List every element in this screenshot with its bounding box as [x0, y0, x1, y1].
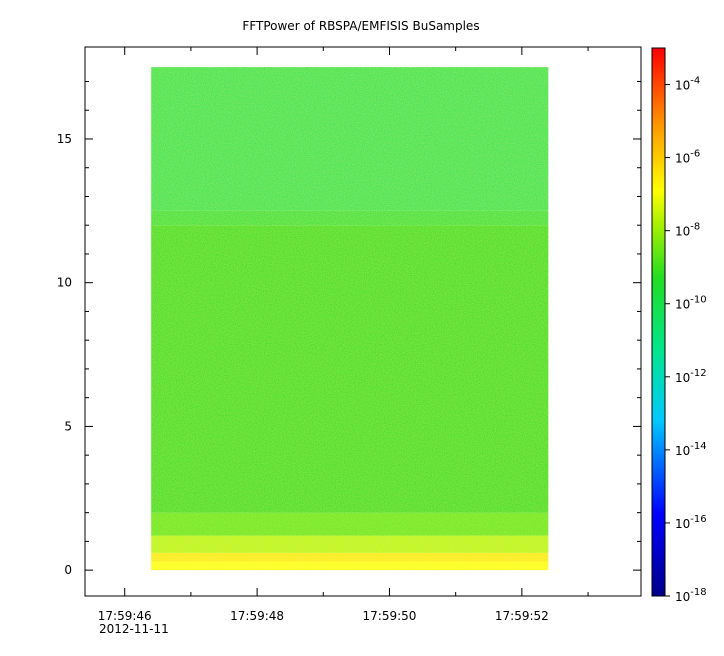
y-tick-label: 0: [64, 563, 72, 577]
spectrogram-bands: [151, 67, 549, 571]
spectrogram-band: [151, 561, 549, 571]
y-axis: 0 5 10 15: [57, 80, 641, 577]
spectrogram-band: [151, 67, 549, 211]
spectrogram-band: [151, 512, 549, 536]
x-axis-date-label: 2012-11-11: [99, 622, 169, 636]
spectrogram-band: [151, 535, 549, 553]
colorbar-tick-label: 10-16: [675, 514, 707, 531]
colorbar-tick-label: 10-6: [675, 149, 700, 166]
x-tick-label: 17:59:52: [495, 609, 549, 623]
colorbar-tick-label: 10-14: [675, 441, 707, 458]
x-axis: 17:59:46 17:59:48 17:59:50 17:59:52: [98, 47, 589, 623]
x-tick-label: 17:59:50: [363, 609, 417, 623]
colorbar-tick-label: 10-4: [675, 76, 700, 93]
colorbar-ticks: 10-4 10-6 10-8 10-10 10-12 10-14 10-16 10-18: [665, 76, 707, 604]
y-tick-label: 5: [64, 419, 72, 433]
y-tick-label: 15: [57, 132, 72, 146]
colorbar: [651, 47, 666, 597]
colorbar-tick-label: 10-12: [675, 368, 707, 385]
y-tick-label: 10: [57, 276, 72, 290]
colorbar-tick-label: 10-10: [675, 295, 707, 312]
colorbar-tick-label: 10-18: [675, 587, 707, 604]
x-tick-label: 17:59:48: [230, 609, 284, 623]
spectrogram-band: [151, 210, 549, 226]
spectrogram-band: [151, 225, 549, 513]
colorbar-tick-label: 10-8: [675, 222, 700, 239]
chart-title: FFTPower of RBSPA/EMFISIS BuSamples: [242, 19, 479, 33]
spectrogram-band: [151, 552, 549, 562]
x-tick-label: 17:59:46: [98, 609, 152, 623]
